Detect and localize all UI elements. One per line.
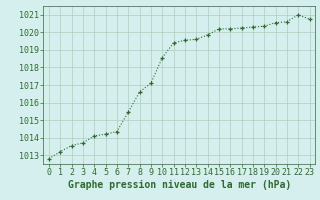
X-axis label: Graphe pression niveau de la mer (hPa): Graphe pression niveau de la mer (hPa)	[68, 180, 291, 190]
